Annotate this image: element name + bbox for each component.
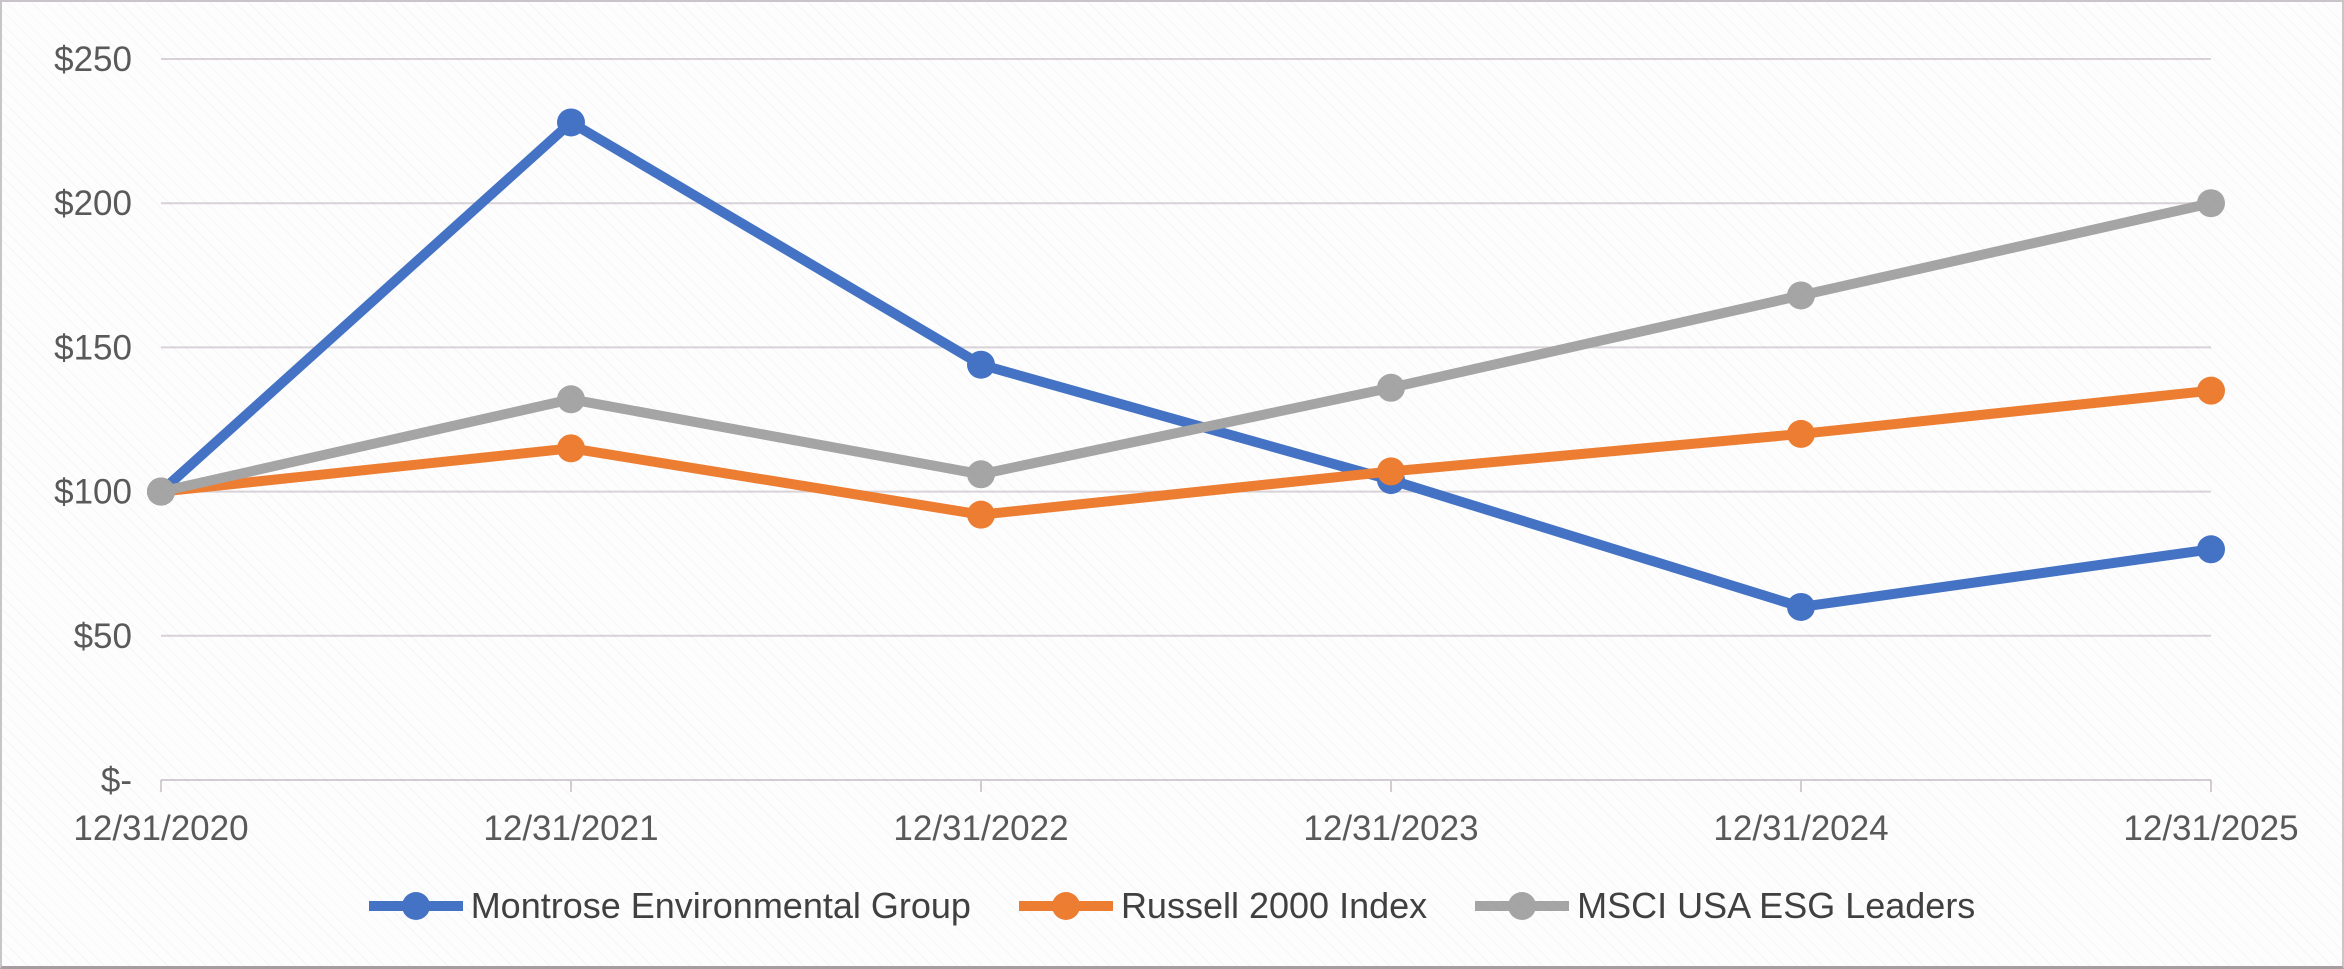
data-point-marker [967,500,995,529]
data-point-marker [1787,419,1815,448]
x-tick-label: 12/31/2022 [893,809,1068,848]
legend-item-russell: Russell 2000 Index [1018,885,1428,927]
legend-marker-msci-icon [1475,892,1570,920]
legend-label-montrose: Montrose Environmental Group [470,885,971,926]
legend-circle [1508,892,1537,920]
legend-circle [1051,892,1080,920]
data-point-marker [557,385,585,414]
legend-item-msci: MSCI USA ESG Leaders [1475,885,1975,927]
x-tick-label: 12/31/2020 [73,809,248,848]
y-tick-label: $200 [54,184,132,223]
data-point-marker [967,460,995,489]
y-tick-label: $100 [54,473,132,512]
legend-circle [401,892,430,920]
y-tick-label: $50 [74,617,132,656]
legend-item-montrose: Montrose Environmental Group [368,885,971,927]
x-tick-label: 12/31/2023 [1303,809,1478,848]
data-point-marker [967,350,995,379]
chart-legend: Montrose Environmental Group Russell 200… [2,874,2342,938]
data-point-marker [2197,189,2225,218]
series-line [156,117,2216,612]
legend-marker-montrose-icon [368,892,463,920]
data-point-marker [1377,457,1405,486]
legend-label-russell: Russell 2000 Index [1120,885,1428,926]
x-tick-label: 12/31/2024 [1713,809,1888,848]
data-point-marker [1377,373,1405,402]
data-point-marker [1787,281,1815,310]
x-tick-label: 12/31/2025 [2123,809,2298,848]
legend-marker-russell-icon [1018,892,1113,920]
data-point-marker [557,108,585,137]
legend-label-msci: MSCI USA ESG Leaders [1577,885,1976,926]
y-tick-label: $150 [54,328,132,367]
data-point-marker [557,434,585,463]
data-point-marker [1787,592,1815,621]
data-point-marker [147,477,175,506]
series-line [156,198,2216,497]
y-tick-label: $- [101,761,132,800]
y-tick-label: $250 [54,40,132,79]
data-point-marker [2197,376,2225,405]
data-point-marker [2197,535,2225,564]
series-line [156,385,2216,520]
x-tick-label: 12/31/2021 [483,809,658,848]
